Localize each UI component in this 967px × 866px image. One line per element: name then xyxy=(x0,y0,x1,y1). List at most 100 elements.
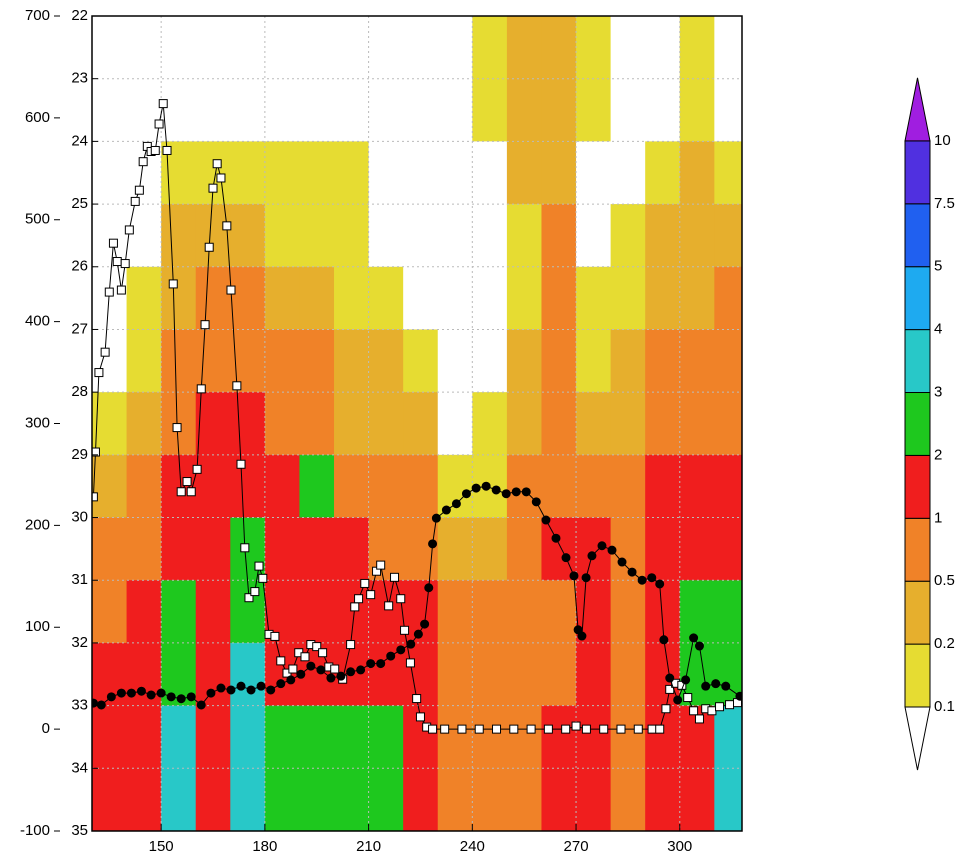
field-cell xyxy=(679,580,715,644)
marker xyxy=(240,543,250,553)
marker xyxy=(647,573,657,583)
field-cell xyxy=(541,768,577,831)
marker xyxy=(665,673,675,683)
field-cell xyxy=(161,517,197,581)
marker xyxy=(681,675,691,685)
field-cell xyxy=(506,16,543,80)
field-cell xyxy=(334,517,370,581)
field-cell xyxy=(576,768,612,831)
marker xyxy=(581,573,591,583)
marker xyxy=(715,702,725,712)
field-cell xyxy=(541,329,577,393)
marker xyxy=(396,594,406,604)
marker xyxy=(390,572,400,582)
marker xyxy=(212,159,222,169)
field-cell xyxy=(161,16,197,80)
marker xyxy=(531,497,541,507)
x-tick-label: 210 xyxy=(356,838,381,855)
field-cell xyxy=(610,642,646,707)
marker xyxy=(196,384,206,394)
marker xyxy=(659,635,669,645)
field-cell xyxy=(92,768,128,831)
colorbar-label: 0.2 xyxy=(934,635,955,652)
field-cell xyxy=(161,329,197,393)
field-cell xyxy=(161,204,197,268)
colorbar-label: 0.1 xyxy=(934,698,955,715)
field-cell xyxy=(472,580,508,644)
marker xyxy=(526,724,536,734)
marker xyxy=(350,602,360,612)
colorbar-box xyxy=(904,266,931,331)
field-cell xyxy=(714,141,742,205)
field-cell xyxy=(230,768,266,831)
marker xyxy=(116,688,126,698)
field-cell xyxy=(437,642,473,707)
field-cell xyxy=(334,454,370,519)
field-cell xyxy=(506,642,543,707)
marker xyxy=(597,541,607,551)
field-cell xyxy=(264,454,301,519)
field-cell xyxy=(437,517,473,581)
field-cell xyxy=(368,705,404,769)
field-cell xyxy=(195,329,231,393)
marker xyxy=(166,692,176,702)
field-cell xyxy=(195,454,231,519)
marker xyxy=(509,724,519,734)
field-cell xyxy=(264,705,301,769)
y-tick-label: 0 xyxy=(42,720,50,737)
field-cell xyxy=(576,266,612,331)
field-cell xyxy=(195,392,231,456)
marker xyxy=(577,631,587,641)
field-cell xyxy=(299,78,335,142)
field-cell xyxy=(368,141,404,205)
marker xyxy=(511,487,521,497)
field-cell xyxy=(368,454,404,519)
marker xyxy=(360,578,370,588)
marker xyxy=(286,675,296,685)
field-cell xyxy=(576,16,612,80)
field-cell xyxy=(506,266,543,331)
y-tick-label: 100 xyxy=(25,618,50,635)
field-cell xyxy=(645,141,681,205)
marker xyxy=(354,594,364,604)
marker xyxy=(721,681,731,691)
marker xyxy=(689,706,699,716)
field-cell xyxy=(472,705,508,769)
colorbar-box xyxy=(904,454,931,519)
field-cell xyxy=(161,454,197,519)
field-cell xyxy=(264,517,301,581)
field-cell xyxy=(403,454,439,519)
marker xyxy=(246,685,256,695)
field-cell xyxy=(610,78,646,142)
axes: 150 180 210 240 270 300 -100 0 100 200 300 400 500 60… xyxy=(20,7,692,855)
x-tick-label: 300 xyxy=(667,838,692,855)
field-cell xyxy=(368,266,404,331)
marker xyxy=(541,515,551,525)
field-cell xyxy=(195,78,231,142)
field-cell xyxy=(161,78,197,142)
field-cell xyxy=(126,392,162,456)
marker xyxy=(471,483,481,493)
field-cell xyxy=(576,204,612,268)
y2-tick-label: 28 xyxy=(71,383,88,400)
marker xyxy=(725,700,735,710)
field-cell xyxy=(645,78,681,142)
colorbar-box xyxy=(904,517,931,582)
marker xyxy=(336,671,346,681)
field-cell xyxy=(576,517,612,581)
marker xyxy=(405,658,415,668)
marker xyxy=(451,499,461,509)
y2-tick-label: 30 xyxy=(71,509,88,526)
field-cell xyxy=(645,517,681,581)
y2-tick-label: 31 xyxy=(71,571,88,588)
field-cell xyxy=(264,329,301,393)
marker xyxy=(300,652,310,662)
marker xyxy=(543,724,553,734)
colorbar-label: 7.5 xyxy=(934,195,955,212)
marker xyxy=(689,633,699,643)
field-cell xyxy=(645,329,681,393)
field-cell xyxy=(334,392,370,456)
marker xyxy=(384,601,394,611)
field-cell xyxy=(610,204,646,268)
y2-tick-label: 35 xyxy=(71,822,88,839)
